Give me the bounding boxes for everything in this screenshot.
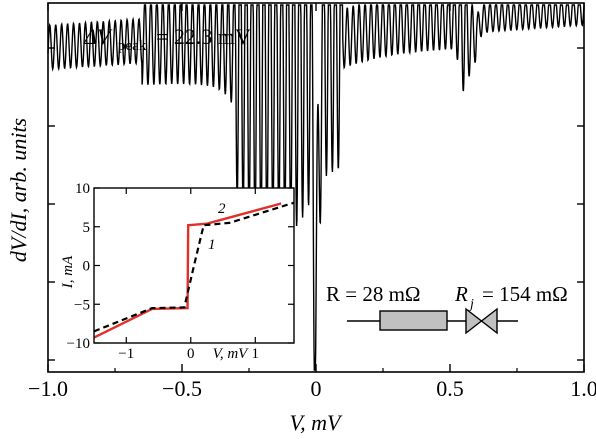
inset-x-tick-label: −1 — [118, 346, 134, 362]
main-x-tick-label: −1.0 — [28, 376, 68, 401]
inset-x-ticks: −1 0 1 — [118, 188, 259, 362]
inset-x-tick-label: 0 — [187, 346, 195, 362]
inset-background — [86, 188, 294, 358]
inset-y-ticks: 10 5 0 −5 −10 — [67, 181, 294, 352]
main-x-tick-label: 1.0 — [570, 376, 596, 401]
inset-red-series-line — [93, 202, 282, 339]
main-x-tick-label: 0.5 — [436, 376, 464, 401]
main-chart: −1.0 −0.5 0 0.5 1.0 dV/dI, arb. units V, mV … — [6, 2, 596, 435]
main-y-ticks — [48, 47, 584, 361]
inset-x-tick-label: 1 — [252, 346, 260, 362]
peak-annotation-symbol: ΔV — [83, 24, 113, 49]
circuit-diagram: R = 28 mΩ R j = 154 mΩ — [326, 282, 568, 335]
junction-symbol — [465, 307, 498, 335]
peak-annotation-value: = 22.3 mV — [156, 24, 251, 49]
inset-dashed-series-line — [93, 201, 295, 333]
resistor-label: R = 28 mΩ — [326, 282, 421, 306]
main-x-ticks: −1.0 −0.5 0 0.5 1.0 — [28, 3, 596, 401]
inset-y-tick-label: 0 — [83, 259, 91, 275]
resistor-symbol — [379, 310, 448, 331]
peak-annotation-subscript: peak — [118, 38, 147, 54]
inset-y-tick-label: 5 — [83, 220, 91, 236]
junction-resistance-subscript: j — [468, 297, 474, 312]
inset-y-tick-label: −5 — [74, 297, 90, 313]
main-x-axis-label: V, mV — [290, 410, 343, 435]
inset-series-label-2: 2 — [218, 201, 226, 217]
peak-annotation: ΔV peak = 22.3 mV — [83, 24, 251, 54]
main-y-axis-label: dV/dI, arb. units — [6, 118, 31, 262]
main-x-tick-label: 0 — [311, 376, 322, 401]
inset-y-tick-label: 10 — [75, 181, 90, 197]
inset-series-label-1: 1 — [208, 237, 216, 253]
junction-resistance-symbol: R — [454, 282, 468, 306]
main-x-tick-label: −0.5 — [162, 376, 202, 401]
inset-x-axis-label: V, mV — [213, 346, 250, 362]
junction-resistance-value: = 154 mΩ — [482, 282, 568, 306]
main-series-line — [47, 2, 585, 371]
inset-y-axis-label: I, mA — [60, 255, 76, 289]
inset-y-tick-label: −10 — [67, 336, 90, 352]
